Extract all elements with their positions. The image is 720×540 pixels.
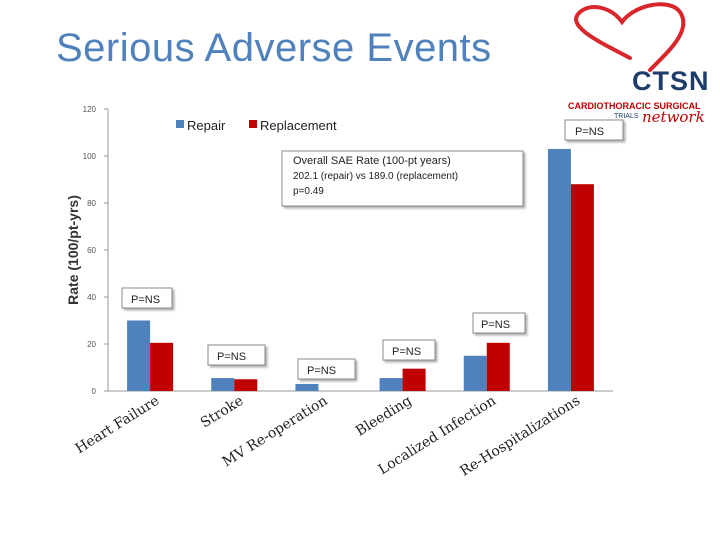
bar-repair [211,378,235,391]
annotation-text: P=NS [217,351,246,363]
ctsn-heart-logo [574,2,686,72]
summary-box: Overall SAE Rate (100-pt years) 202.1 (r… [281,150,524,207]
y-axis-label: Rate (100/pt-yrs) [65,195,81,305]
y-tick-label: 80 [87,199,96,208]
bar-replacement [570,184,594,391]
annotation-text: P=NS [392,346,421,358]
summary-box-line1: 202.1 (repair) vs 189.0 (replacement) [293,171,458,182]
x-category-label: Heart Failure [73,393,163,457]
bar-replacement [486,342,510,391]
bar-repair [463,355,487,391]
annotation-text: P=NS [307,365,336,377]
bar-replacement [234,379,258,391]
annotation-text: P=NS [481,319,510,331]
y-tick-label: 100 [83,152,97,161]
chart-axes: 0 20 40 60 80 100 120 [83,105,613,396]
bar-repair [295,383,319,391]
y-tick-label: 40 [87,293,96,302]
chart-bars [127,148,594,391]
bar-replacement [150,342,174,391]
legend-label-replacement: Replacement [260,118,337,133]
slide-title: Serious Adverse Events [56,26,492,70]
bar-repair [547,148,571,391]
legend-label-repair: Repair [187,118,226,133]
y-tick-label: 0 [92,387,97,396]
legend-swatch-repair [176,120,184,128]
annotation-text: P=NS [575,126,604,138]
logo-network: network [642,108,705,126]
y-tick-label: 60 [87,246,96,255]
annotation-heart-failure: P=NS [121,287,173,309]
annotation-infection: P=NS [472,312,526,334]
bar-repair [379,378,403,391]
x-category-label: Stroke [198,393,246,432]
summary-box-frame [281,150,524,207]
y-tick-label: 20 [87,340,96,349]
logo-ctsn-text: CTSN [632,66,710,96]
legend: Repair Replacement [176,118,337,133]
logo-subtitle: CARDIOTHORACIC SURGICAL [568,101,701,111]
heart-outline-icon [574,2,686,72]
summary-box-title: Overall SAE Rate (100-pt years) [293,155,451,167]
summary-box-line2: p=0.49 [293,186,324,197]
bar-repair [127,320,151,391]
bar-replacement [402,368,426,391]
legend-swatch-replacement [249,120,257,128]
y-tick-label: 120 [83,105,97,114]
annotation-stroke: P=NS [207,344,266,366]
annotation-bleeding: P=NS [382,339,436,361]
annotation-mv-reoperation: P=NS [297,358,356,380]
logo-trials: TRIALS [614,113,639,120]
annotation-text: P=NS [131,294,160,306]
annotation-rehosp: P=NS [564,119,624,141]
x-category-label: Bleeding [353,393,415,440]
